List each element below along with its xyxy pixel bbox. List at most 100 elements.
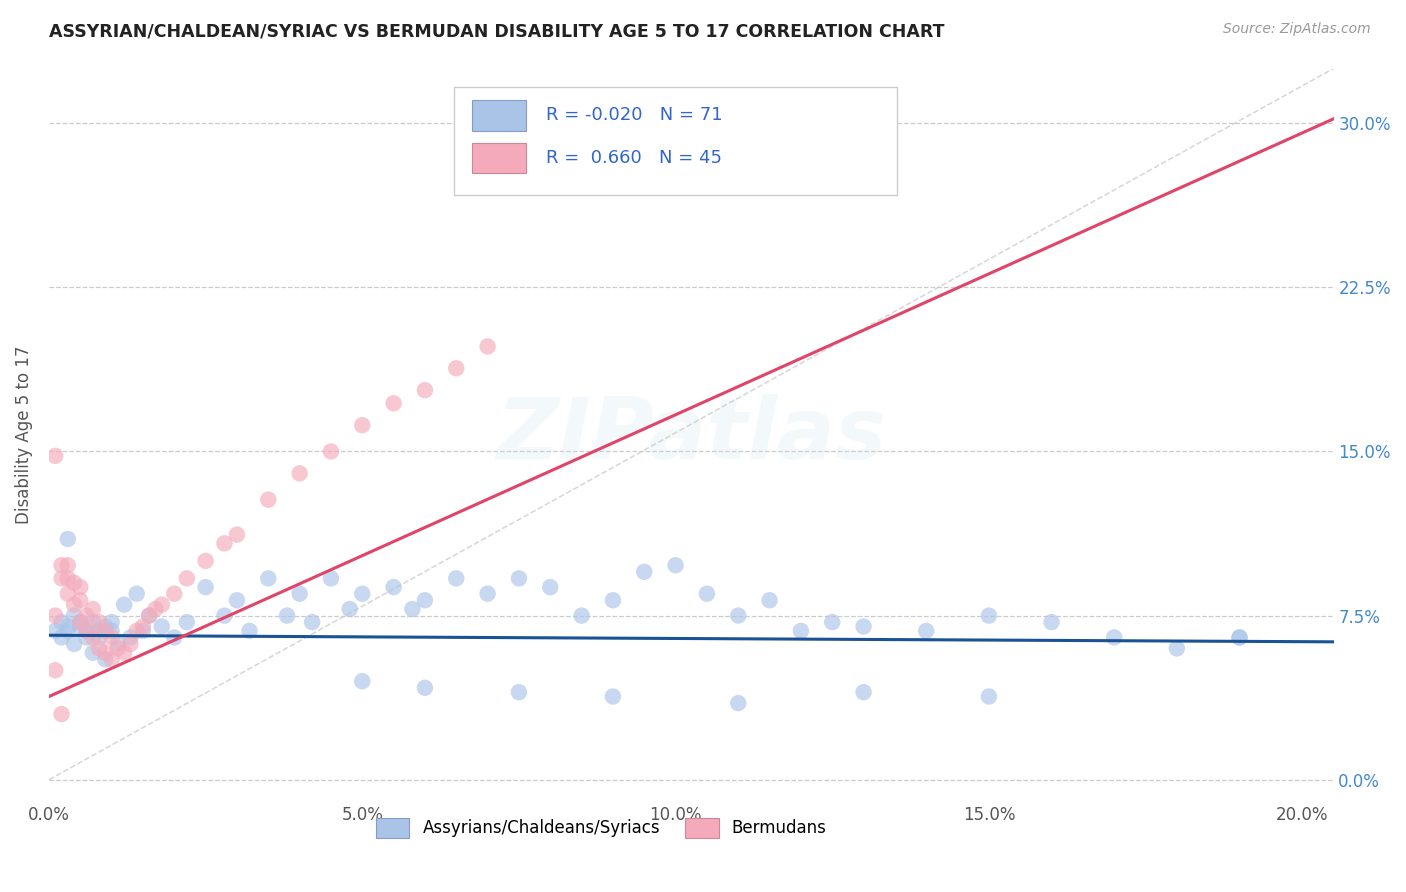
- Point: [1229, 631, 1251, 645]
- Point: [571, 608, 593, 623]
- Point: [51, 631, 73, 645]
- Point: [63, 608, 86, 623]
- Point: [288, 587, 311, 601]
- Point: [63, 598, 86, 612]
- Point: [226, 527, 249, 541]
- Point: [138, 608, 160, 623]
- Point: [69, 593, 91, 607]
- Point: [226, 593, 249, 607]
- Point: [352, 418, 374, 433]
- Point: [382, 580, 405, 594]
- Point: [508, 571, 530, 585]
- Legend: Assyrians/Chaldeans/Syriacs, Bermudans: Assyrians/Chaldeans/Syriacs, Bermudans: [370, 811, 834, 845]
- Point: [319, 571, 342, 585]
- Point: [112, 646, 135, 660]
- Point: [150, 598, 173, 612]
- Point: [257, 492, 280, 507]
- Point: [194, 554, 217, 568]
- Point: [446, 361, 468, 376]
- Point: [56, 624, 79, 638]
- Point: [44, 608, 66, 623]
- Point: [214, 608, 236, 623]
- Point: [301, 615, 323, 629]
- Point: [51, 706, 73, 721]
- Point: [382, 396, 405, 410]
- Point: [727, 608, 749, 623]
- Point: [44, 624, 66, 638]
- Bar: [471, 100, 526, 131]
- Point: [87, 631, 110, 645]
- Point: [352, 674, 374, 689]
- Point: [100, 624, 122, 638]
- Point: [69, 615, 91, 629]
- Point: [288, 467, 311, 481]
- Point: [977, 608, 1000, 623]
- Point: [339, 602, 361, 616]
- Point: [413, 383, 436, 397]
- Point: [76, 624, 98, 638]
- Point: [94, 624, 117, 638]
- Point: [163, 631, 186, 645]
- Point: [633, 565, 655, 579]
- Point: [257, 571, 280, 585]
- Point: [664, 558, 686, 573]
- Point: [413, 593, 436, 607]
- Point: [76, 608, 98, 623]
- Point: [696, 587, 718, 601]
- Point: [352, 587, 374, 601]
- Point: [44, 663, 66, 677]
- Point: [238, 624, 260, 638]
- Point: [194, 580, 217, 594]
- Point: [977, 690, 1000, 704]
- Point: [538, 580, 561, 594]
- Point: [138, 608, 160, 623]
- Point: [446, 571, 468, 585]
- Point: [727, 696, 749, 710]
- Point: [758, 593, 780, 607]
- Point: [76, 624, 98, 638]
- Text: R = -0.020   N = 71: R = -0.020 N = 71: [546, 106, 723, 124]
- Point: [401, 602, 423, 616]
- Point: [87, 615, 110, 629]
- Point: [100, 631, 122, 645]
- Point: [125, 624, 148, 638]
- Point: [319, 444, 342, 458]
- Text: R =  0.660   N = 45: R = 0.660 N = 45: [546, 149, 723, 167]
- Point: [145, 602, 167, 616]
- Point: [94, 646, 117, 660]
- Point: [852, 619, 875, 633]
- Y-axis label: Disability Age 5 to 17: Disability Age 5 to 17: [15, 346, 32, 524]
- Point: [915, 624, 938, 638]
- Point: [790, 624, 813, 638]
- Point: [413, 681, 436, 695]
- Point: [76, 631, 98, 645]
- Point: [125, 587, 148, 601]
- Point: [477, 587, 499, 601]
- Point: [56, 571, 79, 585]
- Point: [276, 608, 298, 623]
- Point: [51, 571, 73, 585]
- Point: [214, 536, 236, 550]
- Point: [44, 449, 66, 463]
- Point: [69, 580, 91, 594]
- Point: [87, 624, 110, 638]
- Point: [56, 558, 79, 573]
- Point: [82, 646, 104, 660]
- Point: [120, 637, 142, 651]
- Point: [1102, 631, 1125, 645]
- Point: [508, 685, 530, 699]
- Point: [150, 619, 173, 633]
- Point: [82, 615, 104, 629]
- Point: [94, 652, 117, 666]
- Point: [56, 587, 79, 601]
- Point: [82, 631, 104, 645]
- Text: Source: ZipAtlas.com: Source: ZipAtlas.com: [1223, 22, 1371, 37]
- Point: [176, 615, 198, 629]
- Point: [63, 575, 86, 590]
- Point: [176, 571, 198, 585]
- Point: [107, 637, 129, 651]
- Point: [1229, 631, 1251, 645]
- Point: [132, 619, 155, 633]
- Point: [51, 558, 73, 573]
- Point: [107, 641, 129, 656]
